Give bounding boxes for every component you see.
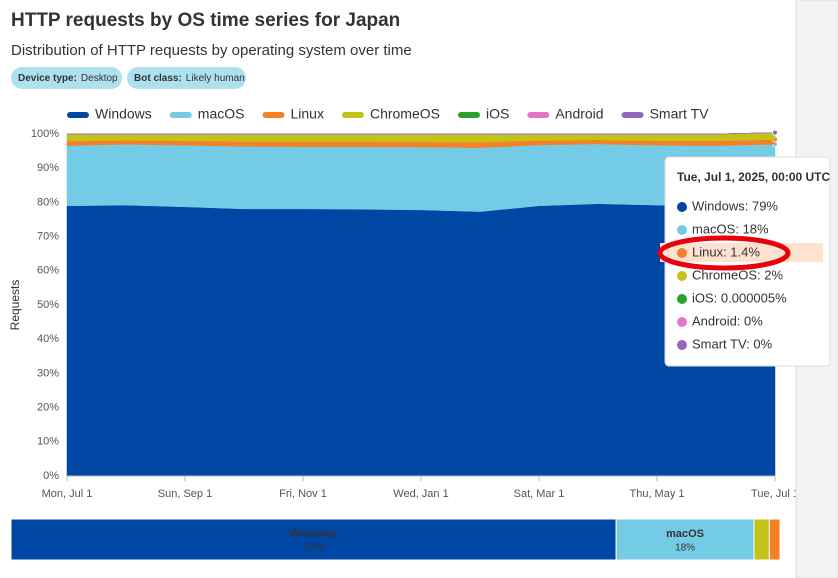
legend-swatch (621, 112, 644, 118)
x-tick-label: Sun, Sep 1 (158, 488, 212, 500)
legend-swatch (169, 112, 192, 118)
area (67, 132, 776, 135)
tooltip-dot (677, 225, 687, 235)
summary-name: Windows (289, 528, 337, 540)
legend-label[interactable]: macOS (198, 106, 245, 122)
tooltip: Tue, Jul 1, 2025, 00:00 UTC Windows: 79%… (657, 156, 831, 367)
legend-swatch (527, 112, 550, 118)
tooltip-dot (677, 202, 687, 212)
tooltip-dot (677, 248, 687, 258)
x-tick-label: Thu, May 1 (629, 488, 684, 500)
tooltip-title: Tue, Jul 1, 2025, 00:00 UTC (677, 170, 831, 184)
chart-subtitle: Distribution of HTTP requests by operati… (11, 42, 412, 59)
legend-label[interactable]: iOS (486, 106, 509, 122)
tooltip-entry: macOS: 18% (692, 221, 769, 236)
y-tick-label: 50% (37, 299, 59, 311)
summary-value: 18% (675, 543, 695, 554)
tooltip-entry: Smart TV: 0% (692, 336, 773, 351)
legend-label[interactable]: ChromeOS (370, 106, 440, 122)
summary-segment (768, 518, 781, 561)
tooltip-entry: Windows: 79% (692, 198, 778, 213)
tooltip-entry: ChromeOS: 2% (692, 267, 783, 282)
tooltip-entry: Android: 0% (692, 313, 763, 328)
legend-label[interactable]: Windows (95, 106, 152, 122)
y-tick-label: 40% (37, 333, 59, 345)
filter-chip[interactable] (127, 67, 246, 89)
legend-label[interactable]: Linux (290, 106, 323, 122)
y-tick-label: 20% (37, 402, 59, 414)
annotation-circle (657, 235, 791, 271)
summary-bar: Windows 79% macOS 18% (10, 518, 781, 561)
filter-label: Device type: (18, 73, 77, 84)
legend-swatch (457, 112, 480, 118)
tooltip-dot (677, 271, 687, 281)
tooltip-dot (677, 317, 687, 327)
x-tick-label: Tue, Jul 1 (751, 488, 799, 500)
tooltip-entry: Linux: 1.4% (692, 244, 760, 259)
filter-text: Device type: Desktop (18, 73, 118, 84)
y-tick-label: 100% (31, 128, 59, 140)
tooltip-dot (677, 294, 687, 304)
y-tick-label: 80% (37, 196, 59, 208)
filter-text: Bot class: Likely human (134, 73, 245, 84)
y-tick-label: 70% (37, 231, 59, 243)
summary-segment (753, 518, 770, 561)
y-tick-label: 0% (43, 470, 59, 482)
x-tick-label: Wed, Jan 1 (393, 488, 448, 500)
filter-chip[interactable] (11, 67, 122, 89)
y-tick-label: 90% (37, 162, 59, 174)
tooltip-dot (677, 340, 687, 350)
summary-segment (615, 518, 755, 561)
x-tick-label: Fri, Nov 1 (279, 488, 327, 500)
y-tick-label: 30% (37, 367, 59, 379)
summary-name: macOS (666, 528, 704, 540)
legend-swatch (67, 112, 89, 118)
y-axis-label: Requests (8, 280, 22, 331)
legend-swatch (341, 112, 364, 118)
filter-value: Desktop (81, 73, 118, 84)
chart-title: HTTP requests by OS time series for Japa… (11, 10, 400, 31)
summary-segment (10, 518, 617, 561)
y-tick-label: 10% (37, 436, 59, 448)
legend-label[interactable]: Android (555, 106, 603, 122)
axes: 0% 10% 20% 30% 40% 50% 60% 70% 80% 90% 100% Mon, Ju… (31, 128, 799, 500)
hover-point (772, 129, 778, 136)
tooltip-entry: iOS: 0.000005% (692, 290, 787, 305)
legend: Windows macOS Linux ChromeOS iOS Android Smart… (67, 106, 709, 122)
legend-label[interactable]: Smart TV (650, 106, 710, 122)
summary-value: 79% (304, 543, 324, 554)
x-tick-label: Mon, Jul 1 (42, 488, 93, 500)
filter-label: Bot class: (134, 73, 182, 84)
y-tick-label: 60% (37, 265, 59, 277)
filter-value: Likely human (186, 73, 245, 84)
x-tick-label: Sat, Mar 1 (514, 488, 565, 500)
areas (66, 129, 778, 477)
legend-swatch (262, 112, 285, 118)
